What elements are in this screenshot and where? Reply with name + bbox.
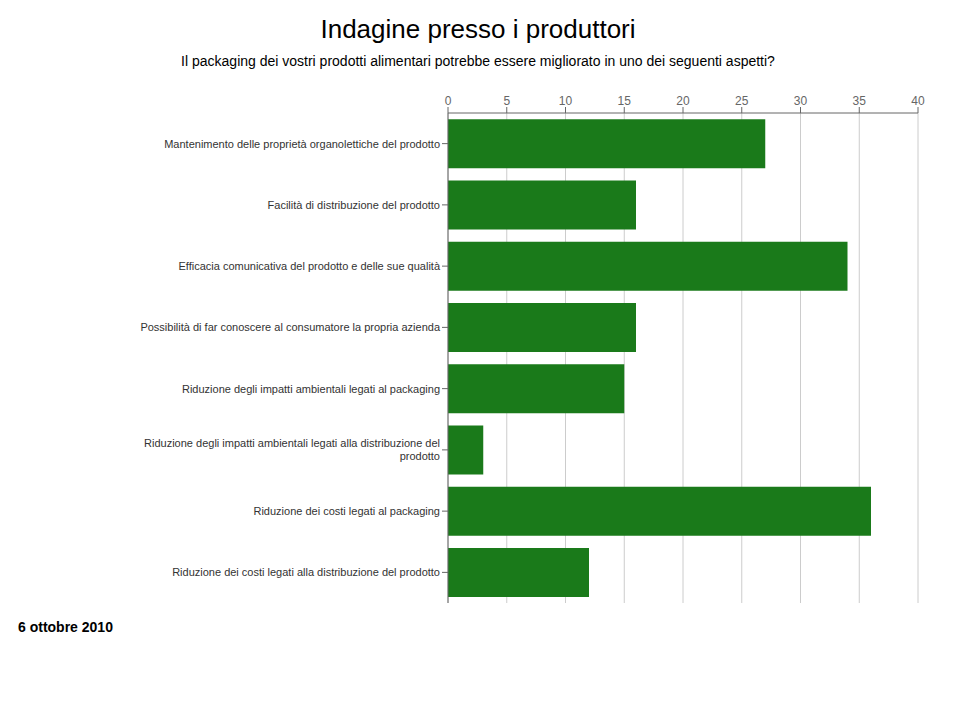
svg-text:Efficacia comunicativa del pro: Efficacia comunicativa del prodotto e de… [178, 260, 440, 272]
svg-text:Riduzione degli impatti ambien: Riduzione degli impatti ambientali legat… [182, 383, 440, 395]
svg-text:0: 0 [445, 94, 452, 108]
svg-text:15: 15 [618, 94, 632, 108]
svg-text:25: 25 [735, 94, 749, 108]
svg-text:20: 20 [676, 94, 690, 108]
svg-text:Riduzione dei costi legati al: Riduzione dei costi legati al packaging [253, 505, 440, 517]
svg-text:40: 40 [911, 94, 925, 108]
svg-text:35: 35 [853, 94, 867, 108]
svg-text:Possibilità di far conoscere a: Possibilità di far conoscere al consumat… [140, 321, 440, 333]
svg-text:Facilità di distribuzione del: Facilità di distribuzione del prodotto [268, 199, 440, 211]
svg-text:Riduzione degli impatti ambien: Riduzione degli impatti ambientali legat… [144, 437, 440, 462]
svg-text:Riduzione dei costi legati all: Riduzione dei costi legati alla distribu… [172, 566, 440, 578]
html-text:Il packaging dei vostri prodot: Il packaging dei vostri prodotti aliment… [181, 53, 775, 69]
svg-text:10: 10 [559, 94, 573, 108]
html-text:6 ottobre 2010: 6 ottobre 2010 [18, 619, 113, 635]
svg-text:30: 30 [794, 94, 808, 108]
html-text:Indagine presso i produttori: Indagine presso i produttori [320, 14, 636, 44]
svg-text:5: 5 [503, 94, 510, 108]
svg-text:Mantenimento delle proprietà o: Mantenimento delle proprietà organoletti… [164, 138, 440, 150]
